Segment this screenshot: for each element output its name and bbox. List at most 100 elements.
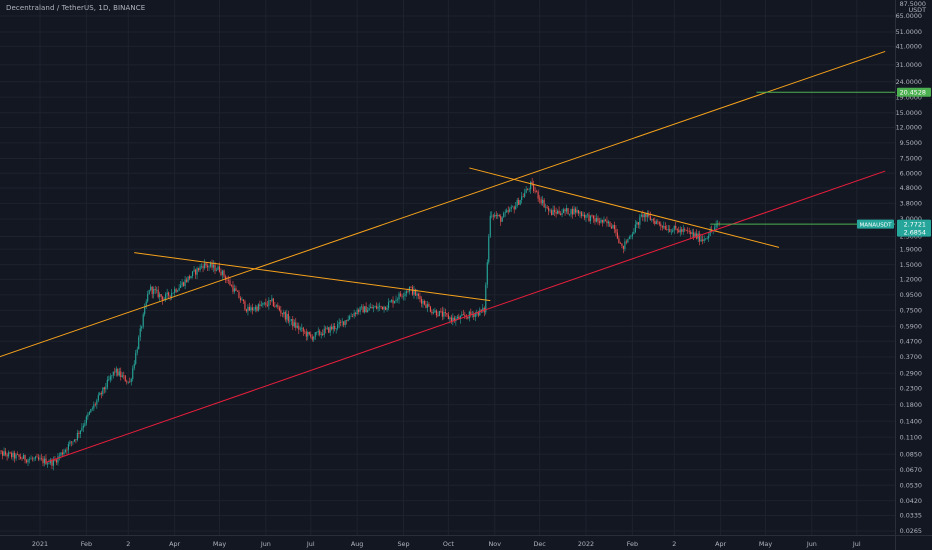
candle-body <box>676 228 678 231</box>
candle-body <box>49 459 52 464</box>
candle-body <box>667 229 669 230</box>
candle-body <box>332 325 334 330</box>
candle-body <box>25 460 28 463</box>
candle-body <box>533 184 535 191</box>
candle-body <box>75 439 77 441</box>
candle-body <box>558 210 560 214</box>
candle-body <box>489 215 491 237</box>
candle-body <box>370 307 372 309</box>
candle-body <box>705 238 707 240</box>
candle-body <box>175 289 177 292</box>
candle-body <box>281 313 283 315</box>
candle-body <box>224 276 227 280</box>
y-tick-label: 51.0000 <box>896 28 922 36</box>
y-tick-label: 0.2300 <box>900 385 922 393</box>
candle-body <box>423 300 426 305</box>
candle-body <box>183 282 185 286</box>
candle-body <box>624 241 626 249</box>
candle-body <box>54 459 56 461</box>
candle-body <box>64 449 66 452</box>
candle-body <box>343 321 345 326</box>
candle-body <box>389 301 391 303</box>
candle-body <box>377 306 379 309</box>
candle-body <box>180 285 182 288</box>
candle-body <box>292 318 294 327</box>
candle-body <box>346 320 348 321</box>
candle-body <box>708 235 710 239</box>
candle-body <box>331 326 333 330</box>
candle-body <box>307 331 309 337</box>
candle-body <box>531 182 533 185</box>
candle-body <box>293 322 295 327</box>
candle-body <box>592 215 595 219</box>
candle-body <box>693 232 695 237</box>
candle-body <box>488 236 490 263</box>
candle-body <box>645 213 647 218</box>
candle-body <box>561 213 563 215</box>
candle-body <box>214 264 216 271</box>
candle-body <box>91 408 93 410</box>
candle-body <box>48 463 50 464</box>
candles <box>0 177 720 471</box>
candle-body <box>42 458 44 464</box>
candle-body <box>661 225 663 228</box>
candle-body <box>554 209 556 212</box>
x-tick-label: Jul <box>852 540 861 548</box>
candle-body <box>108 379 110 381</box>
candle-body <box>329 326 331 333</box>
candle-body <box>649 216 651 221</box>
y-tick-label: 0.4700 <box>900 337 922 345</box>
candle-body <box>573 208 575 215</box>
candle-body <box>9 452 11 454</box>
candle-body <box>477 311 479 316</box>
candle-body <box>536 191 538 192</box>
candle-body <box>682 229 684 232</box>
candle-body <box>588 214 590 222</box>
candle-body <box>93 404 95 409</box>
currency-label: USDT <box>908 6 926 14</box>
candle-body <box>278 307 280 311</box>
candle-body <box>552 209 554 215</box>
candle-body <box>604 219 607 221</box>
candle-body <box>37 457 40 460</box>
candle-body <box>139 328 141 338</box>
candle-body <box>227 279 230 281</box>
candle-body <box>565 208 568 212</box>
candle-body <box>100 393 102 395</box>
candle-body <box>447 314 449 319</box>
candle-body <box>58 455 61 457</box>
candle-body <box>628 237 630 239</box>
candle-body <box>196 268 198 275</box>
y-tick-label: 0.0335 <box>900 512 922 520</box>
candle-body <box>636 222 638 225</box>
candle-body <box>259 304 261 306</box>
candle-body <box>709 230 711 236</box>
y-tick-label: 12.0000 <box>896 124 922 132</box>
y-tick-label: 0.1400 <box>900 417 922 425</box>
candle-body <box>564 209 566 212</box>
candle-body <box>319 330 321 335</box>
candle-body <box>254 306 256 310</box>
candle-body <box>425 304 427 308</box>
candle-body <box>470 311 472 315</box>
candle-body <box>147 294 149 302</box>
candle-body <box>714 227 716 231</box>
candle-body <box>115 368 117 373</box>
candle-body <box>501 217 503 222</box>
candle-body <box>22 455 25 459</box>
candle-body <box>6 454 8 457</box>
candle-body <box>129 381 131 383</box>
candle-body <box>616 232 618 239</box>
candle-body <box>133 363 135 369</box>
candle-body <box>15 454 17 459</box>
candle-body <box>33 458 35 460</box>
candle-body <box>159 294 161 297</box>
candle-body <box>639 216 641 225</box>
candle-body <box>603 219 605 223</box>
candle-body <box>630 236 632 238</box>
candle-body <box>591 215 593 217</box>
candle-body <box>203 263 206 269</box>
candle-body <box>594 218 596 222</box>
candle-body <box>272 298 274 307</box>
